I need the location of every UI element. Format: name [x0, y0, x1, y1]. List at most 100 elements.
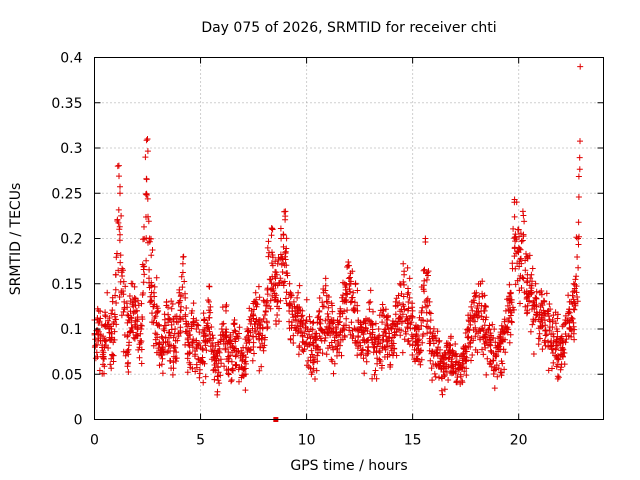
- data-point: [380, 336, 387, 343]
- data-point: [250, 339, 257, 346]
- data-point: [319, 350, 326, 357]
- data-point: [466, 318, 473, 325]
- data-point: [526, 252, 533, 259]
- data-point: [175, 333, 182, 340]
- data-point: [148, 297, 155, 304]
- data-point: [280, 231, 287, 238]
- data-point: [363, 337, 370, 344]
- data-point: [228, 377, 235, 383]
- data-point: [316, 333, 323, 340]
- data-point: [420, 286, 427, 293]
- data-point: [152, 330, 159, 337]
- data-point: [299, 332, 306, 339]
- data-point: [104, 289, 111, 296]
- data-point: [546, 324, 553, 330]
- data-point: [320, 289, 327, 296]
- data-point: [115, 206, 122, 213]
- data-point: [144, 148, 151, 155]
- data-point: [517, 300, 523, 307]
- data-point: [308, 347, 315, 354]
- data-point: [360, 355, 367, 362]
- data-point: [550, 330, 557, 337]
- data-point: [107, 361, 114, 368]
- data-point: [574, 294, 581, 300]
- data-point: [394, 302, 401, 309]
- data-point: [570, 296, 577, 303]
- data-point: [468, 303, 475, 310]
- data-point: [562, 339, 569, 346]
- data-point: [511, 199, 518, 206]
- data-point: [242, 371, 249, 378]
- data-point: [316, 295, 323, 301]
- data-point: [507, 289, 514, 296]
- data-point: [366, 299, 372, 306]
- data-point: [376, 356, 383, 363]
- data-point: [460, 344, 467, 351]
- data-point: [144, 195, 151, 202]
- data-point: [173, 358, 179, 365]
- data-point: [231, 327, 238, 334]
- data-point: [401, 336, 408, 343]
- data-point: [122, 283, 129, 290]
- data-point: [576, 166, 583, 173]
- data-point: [415, 351, 422, 357]
- data-point: [453, 378, 460, 385]
- data-point: [542, 332, 549, 339]
- data-point: [116, 237, 123, 244]
- data-point: [158, 333, 165, 340]
- data-point: [323, 351, 330, 358]
- data-point: [202, 342, 209, 349]
- data-point: [117, 259, 124, 266]
- data-point: [517, 230, 524, 237]
- data-point: [172, 355, 179, 362]
- data-point: [253, 296, 260, 303]
- data-point: [114, 250, 120, 257]
- data-point: [125, 346, 132, 353]
- data-point: [206, 337, 213, 344]
- data-point: [159, 345, 166, 352]
- data-point: [436, 374, 442, 381]
- data-point: [139, 316, 146, 323]
- data-point: [273, 271, 280, 278]
- data-point: [112, 292, 119, 299]
- data-point: [174, 337, 181, 344]
- chart-title: Day 075 of 2026, SRMTID for receiver cht…: [201, 20, 496, 36]
- data-point: [428, 365, 435, 372]
- data-point: [145, 218, 152, 225]
- data-point: [182, 313, 189, 320]
- data-point: [123, 300, 130, 307]
- data-point: [347, 288, 354, 295]
- data-point: [138, 322, 145, 329]
- data-point: [554, 373, 561, 380]
- data-point: [373, 375, 380, 382]
- data-point: [274, 299, 281, 305]
- data-point: [280, 282, 287, 289]
- data-point: [236, 378, 242, 385]
- data-point: [184, 369, 191, 376]
- data-point: [405, 337, 412, 344]
- data-point: [408, 319, 415, 326]
- data-point: [562, 312, 569, 319]
- data-point: [341, 326, 348, 333]
- data-point: [452, 341, 459, 347]
- axis-ticks: 0 0.05 0.1 0.15 0.2 0.25 0.3 0.35 0.4 0 5 10 15 20: [51, 51, 604, 449]
- data-point: [333, 345, 340, 352]
- data-point: [406, 341, 413, 348]
- data-point: [355, 333, 362, 339]
- data-point: [543, 290, 550, 297]
- data-point: [554, 342, 561, 349]
- data-point: [97, 315, 104, 322]
- data-point: [550, 312, 557, 319]
- data-point: [209, 339, 216, 346]
- data-point: [358, 347, 365, 354]
- data-point: [570, 280, 577, 287]
- data-point: [177, 293, 184, 300]
- data-point: [169, 301, 176, 307]
- data-point: [133, 307, 140, 314]
- data-point: [555, 374, 562, 381]
- data-point: [447, 335, 454, 342]
- data-point: [505, 317, 512, 324]
- data-point: [423, 309, 430, 316]
- data-point: [552, 320, 559, 327]
- data-point: [533, 302, 540, 308]
